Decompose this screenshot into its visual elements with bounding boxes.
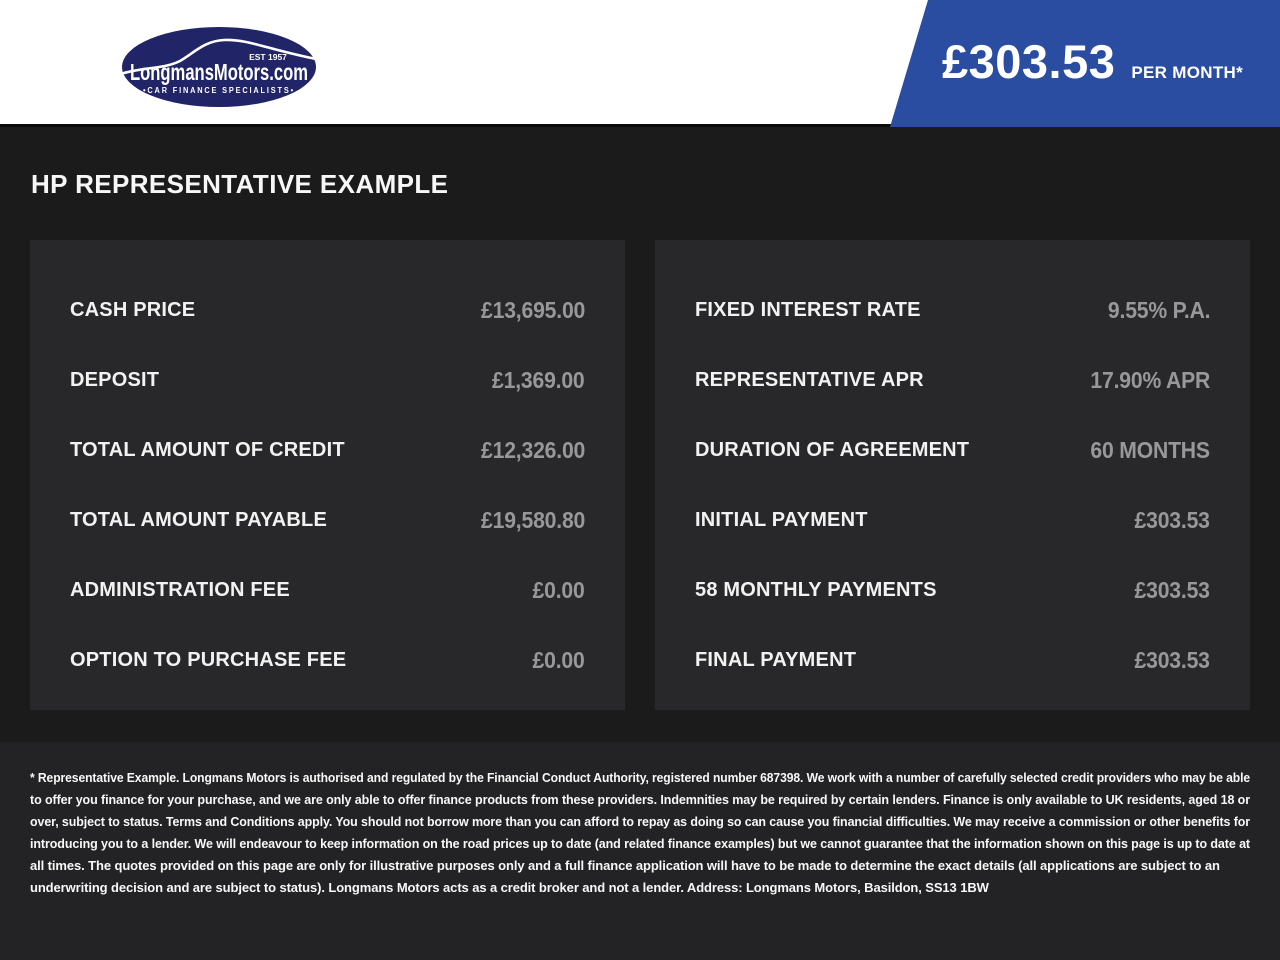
row-label: 58 MONTHLY PAYMENTS	[695, 578, 937, 601]
fineprint-line: * Representative Example. Longmans Motor…	[30, 767, 1250, 789]
row-label: ADMINISTRATION FEE	[70, 578, 290, 601]
table-row: CASH PRICE £13,695.00	[70, 275, 585, 345]
page-title: HP REPRESENTATIVE EXAMPLE	[31, 169, 449, 199]
finance-panel-left: CASH PRICE £13,695.00 DEPOSIT £1,369.00 …	[30, 240, 625, 710]
row-label: OPTION TO PURCHASE FEE	[70, 648, 347, 671]
table-row: TOTAL AMOUNT OF CREDIT £12,326.00	[70, 415, 585, 485]
row-value: £12,326.00	[480, 436, 585, 463]
fineprint-line: all times. The quotes provided on this p…	[30, 855, 1250, 877]
row-value: £1,369.00	[492, 366, 586, 393]
row-value: 9.55% P.A.	[1107, 296, 1211, 323]
table-row: DEPOSIT £1,369.00	[70, 345, 585, 415]
row-label: FIXED INTEREST RATE	[695, 298, 921, 321]
row-value: £0.00	[532, 576, 585, 603]
fineprint-line: introducing you to a lender. We will end…	[30, 833, 1250, 855]
row-value: £13,695.00	[480, 296, 585, 323]
finance-example-panels: CASH PRICE £13,695.00 DEPOSIT £1,369.00 …	[30, 240, 1250, 710]
fineprint-text: * Representative Example. Longmans Motor…	[30, 770, 1250, 785]
longmans-motors-logo[interactable]: EST 1957 LongmansMotors.com •CAR FINANCE…	[120, 26, 318, 108]
fineprint-text: to offer you finance for your purchase, …	[30, 792, 1250, 807]
logo-tagline-text: •CAR FINANCE SPECIALISTS•	[143, 86, 295, 95]
table-row: TOTAL AMOUNT PAYABLE £19,580.80	[70, 485, 585, 555]
table-row: 58 MONTHLY PAYMENTS £303.53	[695, 555, 1210, 625]
fineprint-text: all times. The quotes provided on this p…	[30, 858, 1220, 873]
row-value: £0.00	[532, 646, 585, 673]
fineprint-text: over, subject to status. Terms and Condi…	[30, 814, 1250, 829]
row-label: TOTAL AMOUNT PAYABLE	[70, 508, 327, 531]
price-period-label: PER MONTH*	[1131, 63, 1244, 82]
row-label: INITIAL PAYMENT	[695, 508, 868, 531]
row-value: 17.90% APR	[1090, 366, 1210, 393]
table-row: OPTION TO PURCHASE FEE £0.00	[70, 625, 585, 695]
car-logo-icon: EST 1957 LongmansMotors.com •CAR FINANCE…	[122, 27, 318, 107]
row-label: FINAL PAYMENT	[695, 648, 857, 671]
fineprint-line: to offer you finance for your purchase, …	[30, 789, 1250, 811]
finance-panel-right: FIXED INTEREST RATE 9.55% P.A. REPRESENT…	[655, 240, 1250, 710]
row-value: £303.53	[1134, 506, 1210, 533]
row-value: £303.53	[1134, 576, 1210, 603]
logo-name-text: LongmansMotors.com	[130, 59, 308, 85]
row-label: TOTAL AMOUNT OF CREDIT	[70, 438, 345, 461]
fineprint-footer: * Representative Example. Longmans Motor…	[0, 742, 1280, 960]
table-row: REPRESENTATIVE APR 17.90% APR	[695, 345, 1210, 415]
fineprint-line: underwriting decision and are subject to…	[30, 877, 1250, 899]
car-silhouette-icon	[122, 38, 318, 75]
price-banner: £303.53 PER MONTH*	[890, 0, 1280, 127]
row-value: £19,580.80	[480, 506, 585, 533]
price-per-month: £303.53	[942, 35, 1116, 88]
table-row: INITIAL PAYMENT £303.53	[695, 485, 1210, 555]
row-label: DURATION OF AGREEMENT	[695, 438, 970, 461]
table-row: FIXED INTEREST RATE 9.55% P.A.	[695, 275, 1210, 345]
fineprint-text: underwriting decision and are subject to…	[30, 880, 989, 895]
fineprint-text: introducing you to a lender. We will end…	[30, 836, 1250, 851]
row-value: £303.53	[1134, 646, 1210, 673]
row-label: CASH PRICE	[70, 298, 196, 321]
fineprint-line: over, subject to status. Terms and Condi…	[30, 811, 1250, 833]
table-row: FINAL PAYMENT £303.53	[695, 625, 1210, 695]
header: EST 1957 LongmansMotors.com •CAR FINANCE…	[0, 0, 1280, 127]
logo-est-text: EST 1957	[249, 52, 287, 62]
row-label: REPRESENTATIVE APR	[695, 368, 924, 391]
table-row: DURATION OF AGREEMENT 60 MONTHS	[695, 415, 1210, 485]
row-value: 60 MONTHS	[1090, 436, 1211, 463]
table-row: ADMINISTRATION FEE £0.00	[70, 555, 585, 625]
row-label: DEPOSIT	[70, 368, 160, 391]
